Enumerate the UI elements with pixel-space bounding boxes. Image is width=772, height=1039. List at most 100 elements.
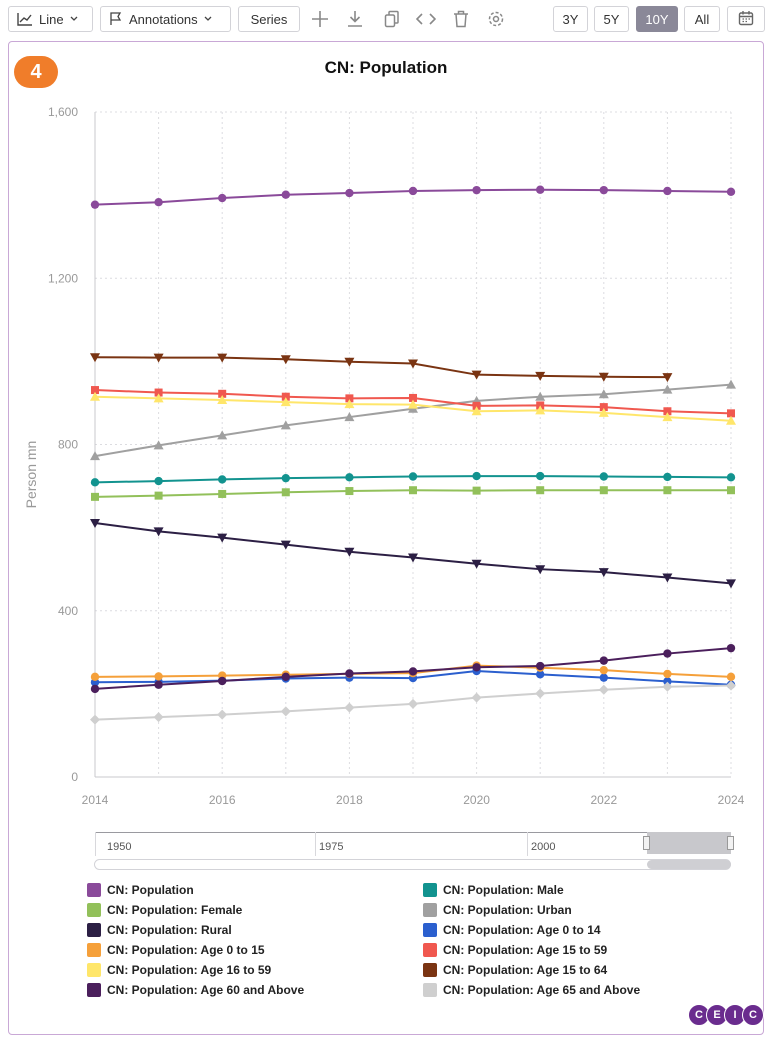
data-point — [344, 399, 355, 409]
legend-swatch — [87, 983, 101, 997]
legend-swatch — [87, 883, 101, 897]
logo-letter: E — [706, 1004, 728, 1026]
data-point — [280, 397, 291, 407]
data-point — [154, 388, 163, 397]
data-point — [218, 489, 227, 498]
legend-item[interactable]: CN: Population: Age 0 to 14 — [423, 922, 601, 938]
legend-swatch — [87, 903, 101, 917]
legend-swatch — [423, 963, 437, 977]
data-point — [599, 656, 608, 665]
legend-item[interactable]: CN: Population: Urban — [423, 902, 572, 918]
y-tick-label: 400 — [58, 604, 78, 618]
legend-item[interactable]: CN: Population: Age 16 to 59 — [87, 962, 271, 978]
y-tick-label: 1,600 — [48, 105, 78, 119]
series-cn-population-male — [90, 471, 736, 487]
data-point — [153, 712, 164, 723]
data-point — [472, 185, 481, 195]
data-point — [344, 547, 355, 557]
series-button[interactable]: Series — [238, 6, 300, 32]
legend-swatch — [423, 903, 437, 917]
add-icon[interactable] — [310, 9, 330, 29]
data-point — [154, 197, 163, 207]
data-point — [472, 471, 481, 481]
data-point — [90, 451, 100, 461]
legend-item[interactable]: CN: Population: Age 0 to 15 — [87, 942, 265, 958]
data-point — [662, 373, 673, 383]
settings-icon[interactable] — [486, 9, 506, 29]
copy-icon[interactable] — [382, 9, 402, 29]
navigator-label-1975: 1975 — [319, 841, 344, 853]
data-point — [408, 698, 418, 709]
data-point — [218, 475, 227, 484]
navigator-baseline — [95, 832, 731, 833]
navigator-scrollbar[interactable] — [94, 859, 731, 870]
legend-label: CN: Population: Age 65 and Above — [443, 983, 641, 997]
scrollbar-thumb[interactable] — [647, 860, 731, 869]
data-point — [726, 680, 736, 691]
data-point — [408, 359, 418, 369]
ceic-logo: C E I C — [688, 1004, 764, 1026]
annotations-dropdown[interactable]: Annotations — [100, 6, 231, 32]
chart-title: CN: Population — [324, 58, 448, 77]
chart-type-dropdown[interactable]: Line — [8, 6, 93, 32]
calendar-button[interactable] — [727, 6, 765, 32]
data-point — [408, 553, 418, 563]
legend-label: CN: Population — [107, 883, 194, 897]
data-point — [344, 702, 355, 713]
data-point — [90, 519, 100, 529]
data-point — [217, 395, 228, 405]
legend-item[interactable]: CN: Population: Age 15 to 59 — [423, 942, 607, 958]
navigator-right-handle[interactable] — [727, 836, 734, 850]
data-point — [536, 486, 545, 495]
logo-letter: C — [742, 1004, 764, 1026]
data-point — [599, 486, 608, 495]
data-point — [280, 355, 291, 365]
annotations-label: Annotations — [129, 11, 198, 27]
range-all-button[interactable]: All — [684, 6, 720, 32]
data-point — [598, 568, 609, 578]
data-point — [91, 492, 99, 501]
data-point — [471, 692, 482, 703]
data-point — [154, 491, 163, 500]
navigator-selection-window[interactable] — [647, 832, 731, 854]
data-point — [217, 430, 228, 440]
legend-item[interactable]: CN: Population — [87, 882, 194, 898]
chart-number-badge: 4 — [14, 56, 58, 88]
legend-item[interactable]: CN: Population: Age 65 and Above — [423, 982, 640, 998]
trash-icon[interactable] — [451, 9, 471, 29]
range-10y-button[interactable]: 10Y — [636, 6, 678, 32]
data-point — [281, 190, 290, 199]
navigator-left-handle[interactable] — [643, 836, 650, 850]
data-point — [90, 353, 100, 363]
legend-item[interactable]: CN: Population: Male — [423, 882, 564, 898]
legend-swatch — [423, 943, 437, 957]
legend-label: CN: Population: Age 60 and Above — [107, 983, 305, 997]
data-point — [598, 684, 609, 695]
data-point — [408, 399, 418, 409]
time-navigator[interactable]: 1950 1975 2000 — [95, 832, 737, 858]
legend-item[interactable]: CN: Population: Female — [87, 902, 242, 918]
data-point — [90, 684, 100, 694]
data-point — [663, 407, 672, 416]
range-5y-button[interactable]: 5Y — [594, 6, 629, 32]
data-point — [663, 472, 672, 482]
range-3y-button[interactable]: 3Y — [553, 6, 588, 32]
x-tick-label: 2020 — [463, 793, 490, 807]
data-point — [345, 669, 354, 678]
download-icon[interactable] — [345, 9, 365, 29]
legend-item[interactable]: CN: Population: Age 60 and Above — [87, 982, 304, 998]
data-point — [663, 677, 672, 686]
y-axis-label: Person mn — [23, 441, 39, 509]
data-point — [471, 406, 482, 416]
data-point — [726, 415, 736, 425]
data-point — [726, 473, 736, 482]
code-icon[interactable] — [416, 9, 436, 29]
legend-label: CN: Population: Rural — [107, 923, 232, 937]
legend-item[interactable]: CN: Population: Rural — [87, 922, 232, 938]
legend-item[interactable]: CN: Population: Age 15 to 64 — [423, 962, 607, 978]
y-tick-label: 1,200 — [48, 271, 78, 285]
data-point — [727, 486, 735, 495]
data-point — [472, 663, 481, 672]
legend-swatch — [423, 923, 437, 937]
